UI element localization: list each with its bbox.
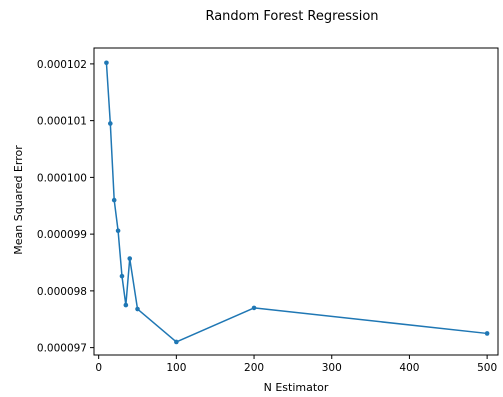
y-tick-label: 0.000101 [37,116,87,128]
data-point [115,228,121,234]
data-point [108,121,113,126]
y-axis-ticks: 0.000097 0.000098 0.000099 0.000100 0.000101… [37,59,94,355]
y-tick-label: 0.000097 [37,343,87,355]
data-point [484,331,490,336]
data-point [127,256,133,261]
data-point [174,339,179,345]
y-tick-label: 0.000098 [37,286,87,298]
series-group [104,60,490,345]
y-tick-label: 0.000099 [37,229,87,241]
data-point [104,60,109,66]
chart-title: Random Forest Regression [205,9,378,24]
y-axis-label: Mean Squared Error [12,145,25,255]
data-point [119,273,125,279]
x-tick-label: 0 [95,362,102,374]
x-tick-label: 500 [477,362,497,374]
x-tick-label: 400 [399,362,419,374]
y-tick-label: 0.000100 [37,172,87,184]
data-point [251,305,257,311]
x-axis-ticks: 0 100 200 300 400 500 [95,355,497,374]
x-tick-label: 300 [322,362,342,374]
data-point [123,302,129,308]
series-line [105,62,488,343]
x-tick-label: 100 [166,362,186,374]
y-tick-label: 0.000102 [37,59,87,71]
x-axis-label: N Estimator [264,381,329,394]
data-point [135,306,140,312]
data-point [111,197,117,203]
x-tick-label: 200 [244,362,264,374]
plot-area [93,47,499,356]
